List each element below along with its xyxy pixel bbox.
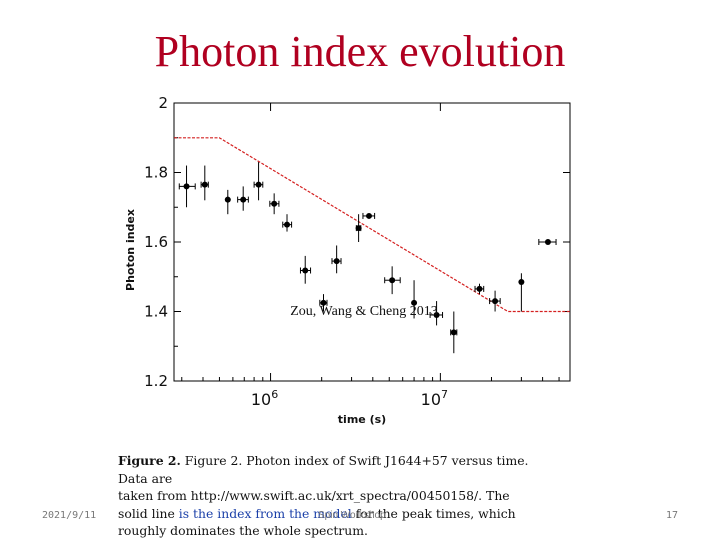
- x-axis-label: time (s): [338, 413, 386, 426]
- caption-highlight: is the index from the model: [178, 505, 352, 521]
- footer-date: 2021/9/11: [42, 510, 97, 521]
- citation-annotation: Zou, Wang & Cheng 2013: [290, 304, 438, 319]
- photon-index-chart: 1.2 1.4 1.6 1.8 2 106 107 time (s) Photon index Z…: [124, 94, 571, 426]
- data-point: [366, 212, 373, 219]
- data-point: [433, 311, 440, 318]
- data-point: [183, 183, 190, 190]
- data-point: [320, 299, 327, 306]
- slide-title: Photon index evolution: [154, 27, 566, 76]
- data-point: [271, 200, 278, 207]
- data-point: [476, 285, 483, 292]
- page-number: 17: [665, 510, 678, 521]
- model-line: [174, 137, 570, 313]
- y-tick-label: 1.8: [144, 164, 168, 182]
- figure: 1.2 1.4 1.6 1.8 2 106 107 time (s) Photon index Z…: [112, 88, 582, 533]
- caption-line-3c: for the peak times, which: [351, 505, 516, 521]
- caption-line-1: Figure 2. Photon index of Swift J1644+57…: [118, 453, 529, 486]
- figure-caption: Figure 2. Figure 2. Photon index of Swif…: [118, 452, 558, 540]
- plot-frame: [173, 102, 571, 382]
- data-point: [333, 258, 340, 265]
- data-point: [411, 299, 418, 306]
- data-point: [518, 278, 525, 285]
- x-tick-label: 107: [421, 388, 448, 409]
- data-point: [450, 329, 457, 336]
- data-point: [255, 181, 262, 188]
- data-point: [389, 277, 396, 284]
- y-tick-label: 2: [158, 94, 168, 112]
- y-axis-label: Photon index: [124, 209, 137, 291]
- data-point: [492, 298, 499, 305]
- caption-line-4: roughly dominates the whole spectrum.: [118, 523, 368, 538]
- caption-line-3: solid line is the index from the model f…: [118, 505, 558, 523]
- data-point: [284, 221, 291, 228]
- footer-center: Spin Workshop: [318, 510, 386, 521]
- data-point: [224, 196, 231, 203]
- y-tick-label: 1.2: [144, 372, 168, 390]
- x-tick-label: 106: [251, 388, 278, 409]
- data-point: [302, 267, 309, 274]
- data-point: [355, 225, 362, 232]
- caption-line-2: taken from http://www.swift.ac.uk/xrt_sp…: [118, 488, 510, 503]
- data-point: [201, 181, 208, 188]
- caption-line-3a: solid line: [118, 505, 179, 521]
- data-point: [240, 196, 247, 203]
- data-point: [544, 239, 551, 245]
- y-tick-label: 1.6: [144, 233, 168, 251]
- y-tick-label: 1.4: [144, 303, 168, 321]
